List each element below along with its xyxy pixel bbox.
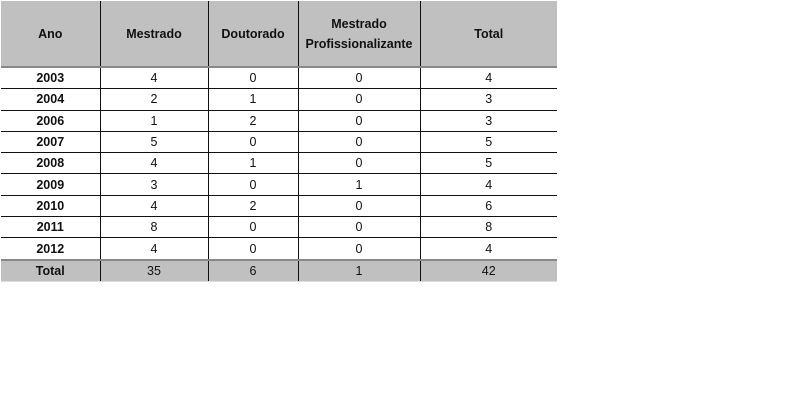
cell-ano: 2004 xyxy=(1,88,101,111)
cell-doutorado: 2 xyxy=(207,110,299,132)
cell-mestrado: 4 xyxy=(99,195,209,218)
degrees-by-year-table: Ano Mestrado Doutorado Mestrado Profissi… xyxy=(1,1,557,282)
header-mestrado-profissionalizante: Mestrado Profissionalizante xyxy=(297,1,421,68)
table-row: 2008 4 1 0 5 xyxy=(1,152,557,175)
cell-total: 4 xyxy=(419,173,557,196)
table-row: 2007 5 0 0 5 xyxy=(1,131,557,154)
cell-mestrado: 5 xyxy=(99,131,209,154)
cell-doutorado: 1 xyxy=(207,152,299,175)
cell-mestrado: 4 xyxy=(99,152,209,175)
table-row: 2012 4 0 0 4 xyxy=(1,237,557,261)
cell-total: 3 xyxy=(419,88,557,111)
cell-doutorado: 0 xyxy=(207,237,299,261)
cell-ano: 2008 xyxy=(1,152,101,175)
cell-total: 5 xyxy=(419,152,557,175)
cell-mestrado: 3 xyxy=(99,173,209,196)
table-footer: Total 35 6 1 42 xyxy=(1,258,557,282)
cell-total: 6 xyxy=(419,195,557,218)
cell-ano: 2007 xyxy=(1,131,101,154)
cell-doutorado: 0 xyxy=(207,173,299,196)
cell-mestrado: 1 xyxy=(99,110,209,132)
cell-mestrado: 8 xyxy=(99,216,209,239)
cell-total: 3 xyxy=(419,110,557,132)
cell-total: 8 xyxy=(419,216,557,239)
cell-doutorado: 0 xyxy=(207,67,299,90)
cell-ano: 2010 xyxy=(1,195,101,218)
header-doutorado: Doutorado xyxy=(207,1,299,68)
cell-ano: 2011 xyxy=(1,216,101,239)
table-row: 2006 1 2 0 3 xyxy=(1,110,557,132)
total-row: Total 35 6 1 42 xyxy=(1,258,557,282)
header-ano: Ano xyxy=(1,1,101,68)
cell-total: 4 xyxy=(419,67,557,90)
cell-mestrado-profissionalizante: 0 xyxy=(297,131,421,154)
cell-doutorado: 2 xyxy=(207,195,299,218)
cell-mestrado-profissionalizante: 0 xyxy=(297,67,421,90)
table-row: 2009 3 0 1 4 xyxy=(1,173,557,196)
cell-mestrado: 4 xyxy=(99,67,209,90)
cell-total: 4 xyxy=(419,237,557,261)
total-mestrado: 35 xyxy=(99,258,209,282)
table-row: 2010 4 2 0 6 xyxy=(1,195,557,218)
cell-ano: 2006 xyxy=(1,110,101,132)
header-mestrado: Mestrado xyxy=(99,1,209,68)
table-body: 2003 4 0 0 4 2004 2 1 0 3 2006 1 2 0 3 2007 5 0 0 5 2008 4 1 0 5… xyxy=(1,67,557,261)
cell-ano: 2009 xyxy=(1,173,101,196)
header-row: Ano Mestrado Doutorado Mestrado Profissi… xyxy=(1,1,557,68)
cell-mestrado-profissionalizante: 0 xyxy=(297,237,421,261)
total-doutorado: 6 xyxy=(207,258,299,282)
cell-mestrado-profissionalizante: 0 xyxy=(297,195,421,218)
cell-mestrado-profissionalizante: 0 xyxy=(297,88,421,111)
cell-mestrado: 2 xyxy=(99,88,209,111)
cell-ano: 2012 xyxy=(1,237,101,261)
table-row: 2011 8 0 0 8 xyxy=(1,216,557,239)
cell-mestrado-profissionalizante: 0 xyxy=(297,216,421,239)
total-total: 42 xyxy=(419,258,557,282)
cell-mestrado-profissionalizante: 1 xyxy=(297,173,421,196)
table-header: Ano Mestrado Doutorado Mestrado Profissi… xyxy=(1,1,557,68)
cell-mestrado-profissionalizante: 0 xyxy=(297,152,421,175)
cell-total: 5 xyxy=(419,131,557,154)
cell-ano: 2003 xyxy=(1,67,101,90)
table-row: 2003 4 0 0 4 xyxy=(1,67,557,90)
cell-mestrado: 4 xyxy=(99,237,209,261)
cell-doutorado: 1 xyxy=(207,88,299,111)
total-mestrado-profissionalizante: 1 xyxy=(297,258,421,282)
cell-mestrado-profissionalizante: 0 xyxy=(297,110,421,132)
cell-doutorado: 0 xyxy=(207,216,299,239)
header-total: Total xyxy=(419,1,557,68)
total-label: Total xyxy=(1,258,101,282)
cell-doutorado: 0 xyxy=(207,131,299,154)
table-row: 2004 2 1 0 3 xyxy=(1,88,557,111)
